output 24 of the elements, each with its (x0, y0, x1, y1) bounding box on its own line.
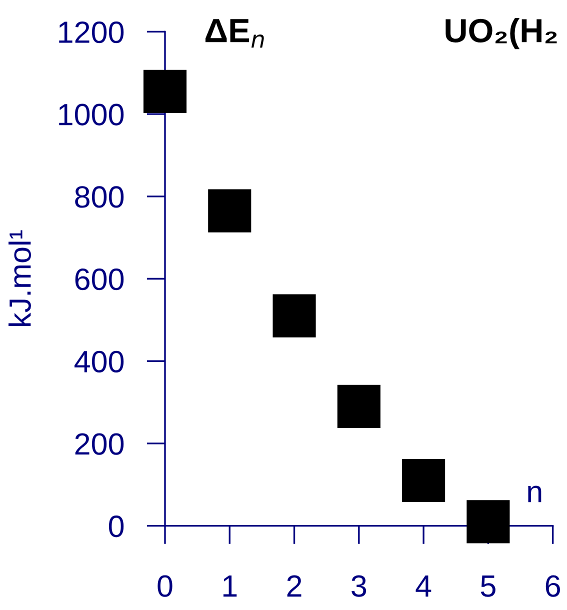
x-tick-label: 5 (480, 576, 496, 597)
x-tick-label: 6 (546, 575, 560, 597)
y-tick-label: 800 (75, 186, 124, 208)
point (466, 500, 510, 544)
point (402, 459, 446, 502)
x-tick-label: 4 (416, 576, 432, 597)
point (143, 70, 187, 113)
x-tick-label: 2 (287, 575, 302, 597)
y-axis-title: kJ.mol¹ (8, 230, 31, 326)
y-tick-label: 1200 (59, 21, 124, 44)
x-tick-label: 3 (352, 575, 366, 597)
x-tick-label: 0 (158, 575, 172, 597)
point (208, 189, 252, 232)
x-tick-label: 1 (223, 576, 237, 597)
y-tick-label: 600 (75, 268, 124, 290)
chart-title: ΔE$_{n}$ (205, 19, 264, 48)
x-axis-title: n (528, 486, 542, 502)
chart-subtitle: UO₂(H₂ (446, 18, 557, 50)
y-tick-label: 0 (108, 516, 124, 538)
y-tick-label: 1000 (59, 104, 124, 126)
point (337, 384, 380, 428)
y-tick-label: 400 (74, 350, 124, 372)
point (272, 294, 316, 338)
y-tick-label: 200 (75, 433, 124, 455)
